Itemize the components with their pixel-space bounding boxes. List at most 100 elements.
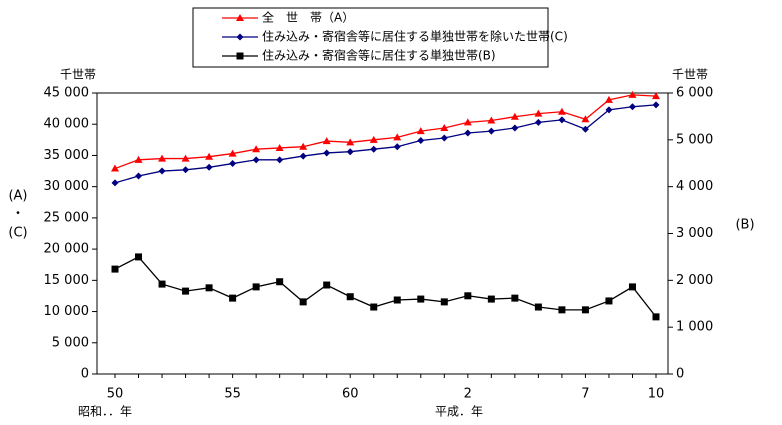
marker [111,265,119,273]
marker [229,294,237,302]
y-tick-label: 20 000 [44,242,90,257]
marker [369,135,378,143]
marker [440,134,448,142]
series-line [114,104,657,184]
marker [464,129,472,137]
marker [276,156,284,164]
marker [134,155,143,163]
marker [558,116,566,124]
y2-tick-label: 5 000 [676,132,713,147]
marker [440,298,448,306]
marker [652,313,660,321]
x-era-label: 平成．年 [435,405,483,419]
marker [158,280,166,288]
legend-label: 住み込み・寄宿舎等に居住する単独世帯(B) [262,48,496,63]
marker [464,292,472,300]
marker [417,136,425,144]
y-label: (A) [8,189,27,204]
y-tick-label: 15 000 [44,273,90,288]
marker [346,138,355,146]
x-era-label: 昭和．．年 [78,405,132,419]
marker [205,152,214,160]
y-tick-label: 25 000 [44,210,90,225]
plot-frame [96,92,669,375]
marker [236,33,244,41]
marker [652,92,660,100]
marker [393,143,401,151]
marker [205,163,213,171]
marker [323,149,331,157]
marker [299,298,307,306]
y-tick-label: 35 000 [44,148,90,163]
marker [346,293,354,301]
marker [346,148,354,156]
x-tick-label: 10 [648,387,665,402]
marker [252,283,260,291]
marker [322,137,331,145]
y-tick-label: 40 000 [44,117,90,132]
marker [158,154,167,162]
marker [511,294,519,302]
marker [487,127,495,135]
marker [229,160,237,168]
y2-unit: 千世帯 [672,68,708,82]
marker [557,107,566,115]
marker [205,284,213,292]
marker [581,115,590,123]
marker [252,156,260,164]
y-tick-label: 5 000 [52,335,89,350]
marker [604,95,613,103]
y2-tick-label: 1 000 [676,320,713,335]
marker [252,145,261,153]
marker [182,166,190,174]
marker [440,123,449,131]
y2-tick-label: 3 000 [676,226,713,241]
y2-label: (B) [735,218,754,233]
marker [275,143,284,151]
y2-tick-label: 6 000 [676,86,713,101]
series-line [114,256,657,318]
y2-tick-label: 0 [676,367,684,382]
x-tick-label: 2 [464,387,472,402]
y-label: ・ [11,207,24,222]
marker [323,281,331,289]
marker [181,154,190,162]
marker [158,167,166,175]
marker [487,295,495,303]
marker [135,172,143,180]
marker [605,297,613,305]
y-tick-label: 0 [81,367,89,382]
marker [628,103,636,111]
marker [370,145,378,153]
marker [628,283,636,291]
marker [628,90,637,98]
marker [510,112,519,120]
marker [111,164,119,172]
y-tick-label: 45 000 [44,86,90,101]
marker [581,306,589,314]
marker [236,52,244,60]
marker [534,118,542,126]
marker [558,306,566,314]
marker [511,124,519,132]
marker [463,118,472,126]
marker [299,142,308,150]
marker [393,133,402,141]
marker [605,106,613,114]
x-tick-label: 60 [342,387,359,402]
marker [135,253,143,261]
legend-label: 全 世 帯（A） [262,10,354,25]
y-label: (C) [8,226,27,241]
x-tick-label: 55 [224,387,241,402]
y2-tick-label: 4 000 [676,179,713,194]
series-line [114,94,657,170]
marker [417,295,425,303]
y-tick-label: 30 000 [44,179,90,194]
marker [228,149,237,157]
marker [487,116,496,124]
marker [276,278,284,286]
y-tick-label: 10 000 [44,304,90,319]
marker [236,14,244,21]
marker [299,152,307,160]
